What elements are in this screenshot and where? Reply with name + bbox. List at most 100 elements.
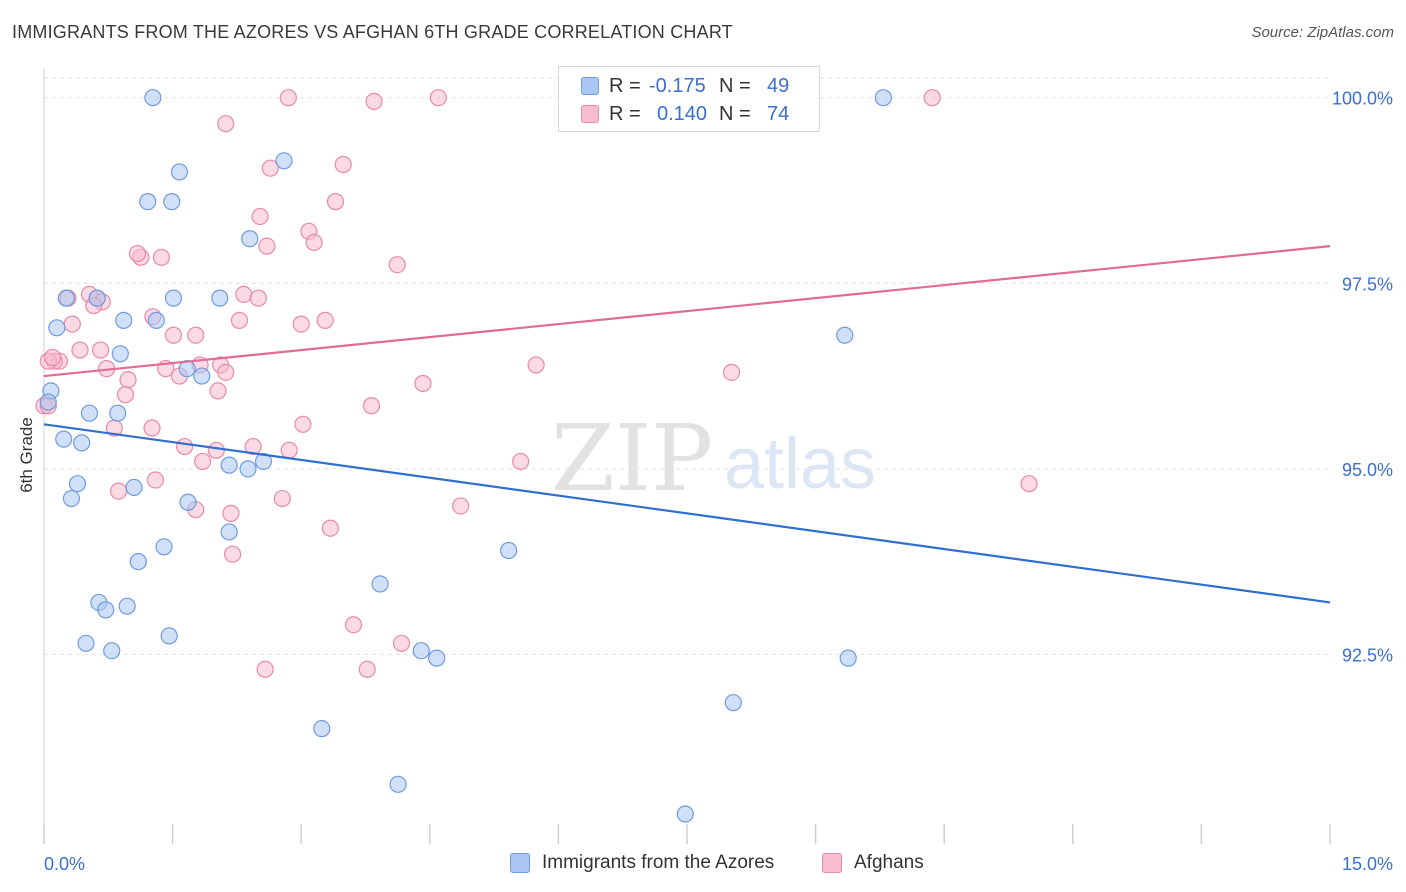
axis-labels: 92.5% 95.0% 97.5% 100.0% 0.0% 15.0% 6th Grade (17, 89, 1393, 874)
afghans-point (194, 452, 212, 471)
afghans-point (146, 471, 165, 489)
afghans-point (414, 374, 432, 393)
azores-point (48, 319, 66, 337)
y-tick-label: 92.5% (1342, 645, 1393, 665)
azores-point (193, 367, 211, 385)
afghans-point (143, 419, 161, 437)
azores-point (62, 489, 81, 508)
azores-point (125, 478, 143, 497)
bottom-legend: Immigrants from the Azores Afghans (0, 852, 1406, 878)
afghans-point (235, 285, 253, 304)
legend-row-afghans: R = 0.140 N = 74 (581, 101, 789, 127)
n-value: 49 (767, 74, 790, 97)
afghans-point (164, 326, 183, 344)
afghans-point (63, 315, 81, 333)
afghans-point (207, 441, 225, 459)
azores-point (68, 475, 87, 493)
azores-point (39, 393, 57, 411)
afghans-point (321, 519, 339, 537)
afghans-point (722, 363, 741, 381)
r-value: -0.175 (649, 74, 706, 97)
azores-point (155, 538, 173, 556)
afghans-point (176, 437, 194, 456)
afghans-point (316, 311, 334, 329)
y-tick-label: 100.0% (1332, 89, 1393, 109)
r-label: R = (609, 102, 641, 125)
azores-point (88, 289, 106, 307)
n-label: N = (719, 74, 751, 97)
azores-point (724, 694, 742, 712)
afghans-point (43, 348, 62, 367)
azores-point (211, 289, 229, 307)
legend-swatch-azores (581, 77, 599, 95)
r-value: 0.140 (657, 102, 708, 125)
n-label: N = (719, 102, 751, 125)
afghans-point (109, 482, 128, 500)
azores-point (55, 430, 73, 448)
azores-point (220, 456, 238, 474)
afghans-point (292, 315, 310, 333)
azores-point (275, 152, 293, 170)
afghans-point (429, 89, 447, 107)
azores-point (164, 289, 183, 307)
afghans-point (358, 660, 376, 678)
afghans-point (273, 489, 291, 508)
afghans-point (452, 497, 470, 515)
afghans-point (344, 616, 363, 634)
azores-trend-line (43, 423, 1331, 604)
azores-point (160, 627, 178, 645)
watermark-atlas: atlas (724, 424, 876, 504)
afghans-point (256, 660, 274, 678)
afghans-point (249, 289, 267, 307)
afghans-point (119, 371, 137, 389)
x-tick-label: 15.0% (1342, 854, 1393, 874)
azores-point (118, 597, 136, 615)
afghans-point (362, 397, 381, 415)
azores-point (109, 404, 127, 422)
azores-point (77, 634, 95, 652)
afghans-point (217, 115, 235, 133)
afghans-point (294, 415, 312, 433)
azores-point (144, 89, 162, 107)
afghans-point (244, 437, 262, 456)
afghans-point (152, 248, 171, 266)
azores-point (139, 193, 157, 211)
afghans-point (261, 159, 279, 177)
azores-point (412, 642, 430, 660)
azores-point (389, 775, 407, 793)
afghans-point (71, 341, 89, 359)
legend-label-afghans: Afghans (854, 852, 924, 873)
azores-point (874, 89, 892, 107)
afghans-point (334, 155, 352, 174)
axes (43, 68, 1331, 844)
azores-point (500, 541, 518, 560)
afghans-point (1020, 475, 1038, 493)
azores-point (97, 601, 115, 619)
azores-point (73, 434, 91, 452)
afghans-points (35, 89, 1038, 678)
azores-point (676, 805, 694, 823)
azores-point (115, 311, 133, 329)
r-label: R = (609, 74, 641, 97)
afghans-point (326, 193, 345, 211)
afghans-point (187, 326, 205, 344)
afghans-point (224, 545, 242, 563)
azores-points (39, 89, 892, 823)
azores-point (103, 642, 121, 660)
afghans-point (116, 386, 135, 404)
azores-point (170, 163, 189, 181)
afghans-point (512, 452, 530, 471)
legend-swatch-afghans (581, 105, 599, 123)
azores-point (839, 649, 857, 667)
afghans-trend-line (43, 245, 1331, 378)
azores-point (836, 326, 854, 344)
afghans-point (209, 382, 227, 400)
x-tick-label: 0.0% (44, 854, 85, 874)
source-label: Source: ZipAtlas.com (1251, 24, 1394, 41)
azores-point (254, 452, 273, 471)
afghans-point (365, 92, 383, 111)
azores-point (129, 553, 147, 571)
afghans-point (217, 363, 235, 381)
trend-lines (43, 245, 1331, 604)
